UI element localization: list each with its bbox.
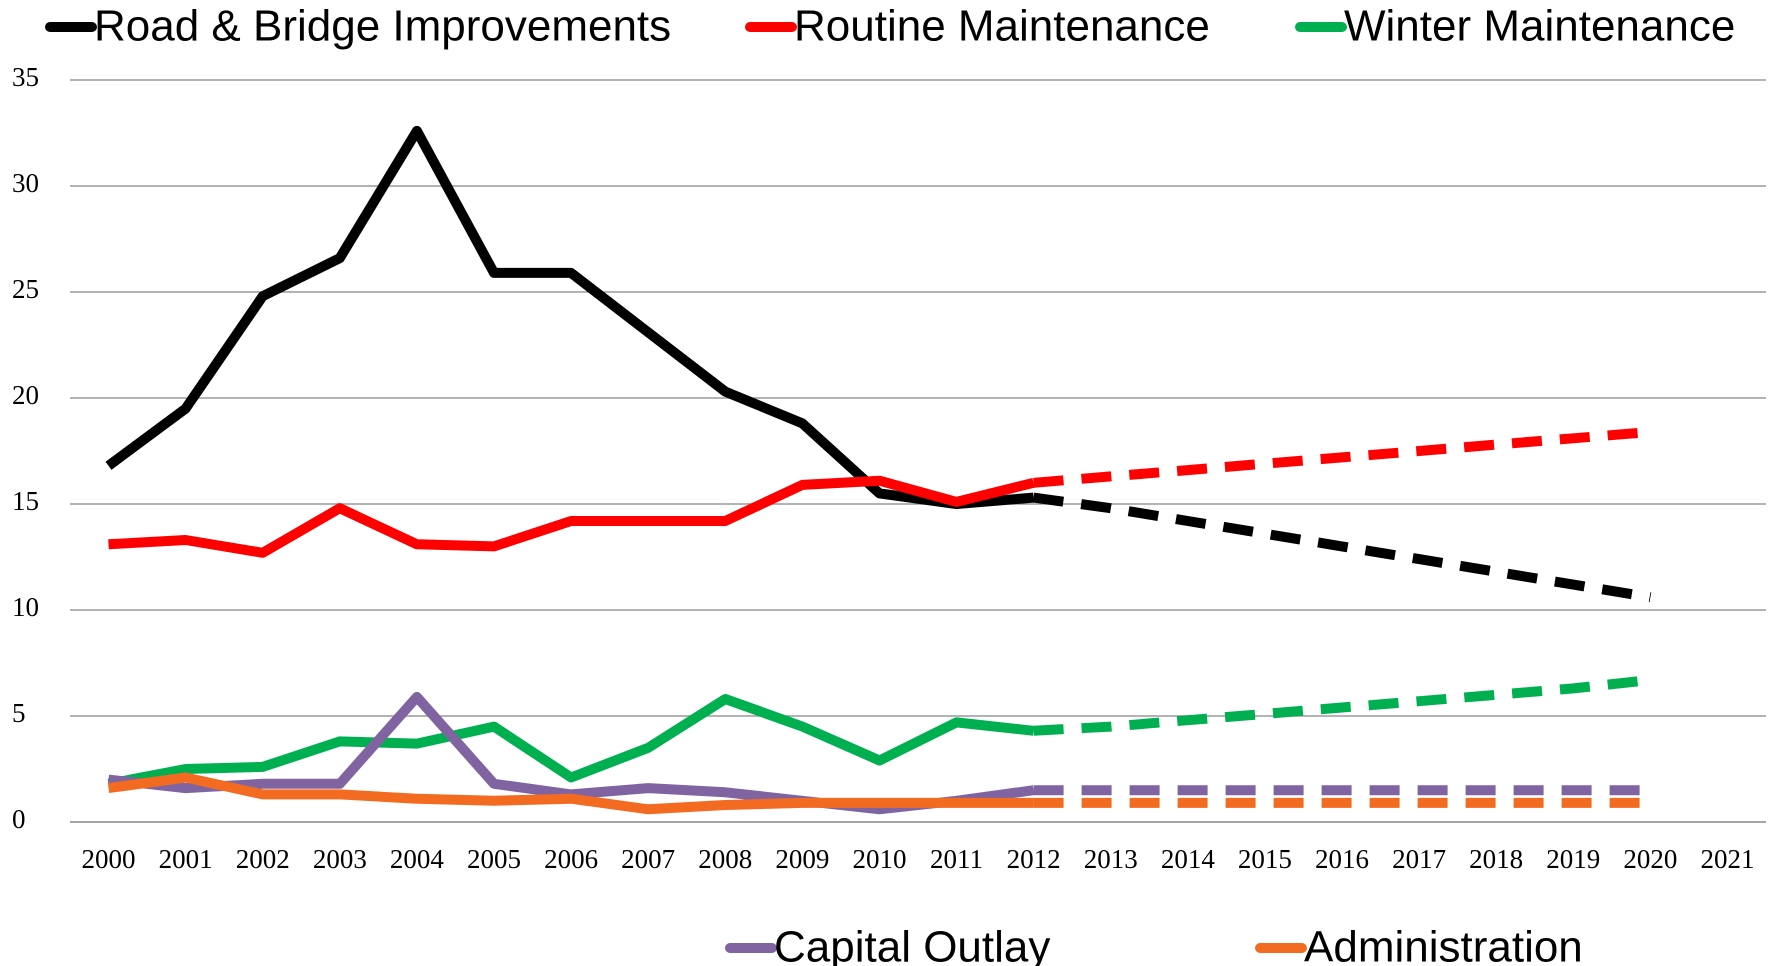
x-tick-label: 2011 [930,844,983,874]
x-tick-label: 2012 [1007,844,1061,874]
x-tick-label: 2003 [313,844,367,874]
y-tick-label: 20 [12,380,39,410]
y-tick-label: 15 [12,486,39,516]
y-tick-label: 30 [12,168,39,198]
x-tick-label: 2007 [621,844,675,874]
legend-label: Administration [1304,923,1583,966]
x-tick-label: 2010 [852,844,906,874]
x-tick-label: 2004 [390,844,445,874]
x-tick-label: 2014 [1161,844,1216,874]
legend-label: Capital Outlay [774,923,1050,966]
x-tick-label: 2002 [236,844,290,874]
legend-label: Road & Bridge Improvements [94,2,671,51]
x-tick-label: 2008 [698,844,752,874]
x-tick-label: 2005 [467,844,521,874]
x-tick-label: 2001 [159,844,213,874]
y-tick-label: 5 [12,698,26,728]
legend-label: Winter Maintenance [1344,2,1735,51]
y-tick-label: 10 [12,592,39,622]
x-tick-label: 2020 [1623,844,1677,874]
x-tick-label: 2000 [82,844,136,874]
chart: 0 5 10 15 20 25 30 35 2000 2001 2002 2003 2004 2005 20… [0,0,1791,966]
y-tick-label: 35 [12,62,39,92]
x-tick-label: 2018 [1469,844,1523,874]
legend-label: Routine Maintenance [794,2,1210,51]
x-tick-label: 2013 [1084,844,1138,874]
y-tick-label: 0 [12,804,26,834]
x-tick-label: 2009 [775,844,829,874]
x-tick-label: 2015 [1238,844,1292,874]
x-tick-label: 2017 [1392,844,1446,874]
x-tick-label: 2021 [1700,844,1754,874]
x-tick-label: 2016 [1315,844,1369,874]
x-tick-label: 2006 [544,844,598,874]
y-tick-label: 25 [12,274,39,304]
x-tick-label: 2019 [1546,844,1600,874]
